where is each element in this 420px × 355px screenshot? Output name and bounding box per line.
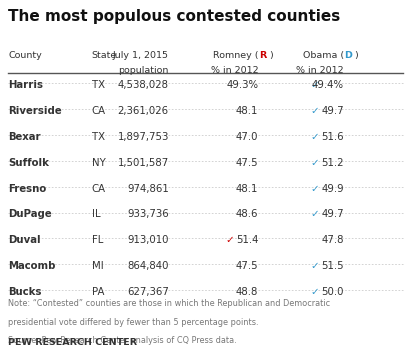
Text: ✓: ✓: [310, 106, 319, 116]
Text: MI: MI: [92, 261, 103, 271]
Text: 48.6: 48.6: [236, 209, 258, 219]
Text: The most populous contested counties: The most populous contested counties: [8, 9, 340, 24]
Text: Macomb: Macomb: [8, 261, 55, 271]
Text: 1,897,753: 1,897,753: [118, 132, 169, 142]
Text: population: population: [118, 66, 169, 75]
Text: CA: CA: [92, 184, 105, 193]
Text: 47.5: 47.5: [236, 261, 258, 271]
Text: 627,367: 627,367: [127, 287, 169, 297]
Text: Note: “Contested” counties are those in which the Republican and Democratic: Note: “Contested” counties are those in …: [8, 299, 330, 308]
Text: presidential vote differed by fewer than 5 percentage points.: presidential vote differed by fewer than…: [8, 318, 259, 327]
Text: 933,736: 933,736: [127, 209, 169, 219]
Text: 49.9: 49.9: [321, 184, 344, 193]
Text: NY: NY: [92, 158, 105, 168]
Text: R: R: [259, 51, 266, 60]
Text: ): ): [354, 51, 357, 60]
Text: DuPage: DuPage: [8, 209, 52, 219]
Text: ✓: ✓: [310, 287, 319, 297]
Text: Obama (: Obama (: [302, 51, 344, 60]
Text: July 1, 2015: July 1, 2015: [113, 51, 169, 60]
Text: Suffolk: Suffolk: [8, 158, 49, 168]
Text: Riverside: Riverside: [8, 106, 62, 116]
Text: 2,361,026: 2,361,026: [118, 106, 169, 116]
Text: 49.3%: 49.3%: [226, 80, 258, 90]
Text: 49.7: 49.7: [321, 106, 344, 116]
Text: TX: TX: [92, 80, 105, 90]
Text: 48.1: 48.1: [236, 184, 258, 193]
Text: IL: IL: [92, 209, 100, 219]
Text: ✓: ✓: [310, 80, 319, 90]
Text: % in 2012: % in 2012: [211, 66, 258, 75]
Text: 47.5: 47.5: [236, 158, 258, 168]
Text: Harris: Harris: [8, 80, 43, 90]
Text: 4,538,028: 4,538,028: [118, 80, 169, 90]
Text: ✓: ✓: [310, 261, 319, 271]
Text: PA: PA: [92, 287, 104, 297]
Text: 51.2: 51.2: [321, 158, 344, 168]
Text: % in 2012: % in 2012: [296, 66, 344, 75]
Text: Bucks: Bucks: [8, 287, 42, 297]
Text: ✓: ✓: [225, 235, 234, 245]
Text: Source: Pew Research Center analysis of CQ Press data.: Source: Pew Research Center analysis of …: [8, 336, 237, 345]
Text: ✓: ✓: [310, 158, 319, 168]
Text: ✓: ✓: [310, 184, 319, 193]
Text: FL: FL: [92, 235, 103, 245]
Text: 48.8: 48.8: [236, 287, 258, 297]
Text: 47.0: 47.0: [236, 132, 258, 142]
Text: 1,501,587: 1,501,587: [118, 158, 169, 168]
Text: ✓: ✓: [310, 132, 319, 142]
Text: 51.4: 51.4: [236, 235, 258, 245]
Text: County: County: [8, 51, 42, 60]
Text: D: D: [344, 51, 352, 60]
Text: ✓: ✓: [310, 209, 319, 219]
Text: TX: TX: [92, 132, 105, 142]
Text: Duval: Duval: [8, 235, 41, 245]
Text: 51.5: 51.5: [321, 261, 344, 271]
Text: 49.4%: 49.4%: [312, 80, 344, 90]
Text: 47.8: 47.8: [321, 235, 344, 245]
Text: State: State: [92, 51, 117, 60]
Text: 864,840: 864,840: [127, 261, 169, 271]
Text: Fresno: Fresno: [8, 184, 46, 193]
Text: ): ): [270, 51, 273, 60]
Text: CA: CA: [92, 106, 105, 116]
Text: 913,010: 913,010: [127, 235, 169, 245]
Text: 48.1: 48.1: [236, 106, 258, 116]
Text: 51.6: 51.6: [321, 132, 344, 142]
Text: 974,861: 974,861: [127, 184, 169, 193]
Text: PEW RESEARCH CENTER: PEW RESEARCH CENTER: [8, 338, 137, 347]
Text: Bexar: Bexar: [8, 132, 41, 142]
Text: 50.0: 50.0: [321, 287, 344, 297]
Text: Romney (: Romney (: [213, 51, 258, 60]
Text: 49.7: 49.7: [321, 209, 344, 219]
